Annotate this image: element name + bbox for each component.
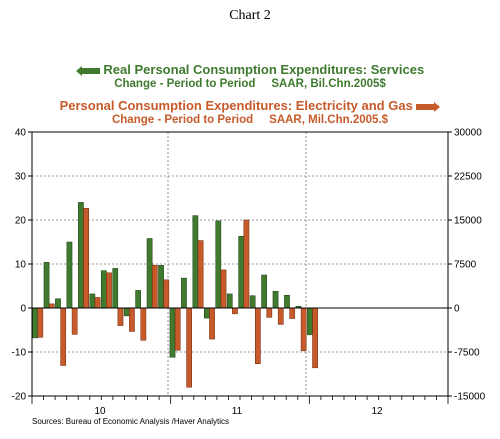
bar-electricity	[163, 279, 170, 309]
right-tick-label: -7500	[454, 348, 480, 359]
bar-services	[32, 307, 38, 339]
bar-electricity	[300, 307, 307, 352]
left-tick-label: -20	[12, 392, 27, 403]
bar-services	[169, 307, 176, 358]
bar-services	[55, 298, 61, 309]
bar-electricity	[243, 219, 250, 309]
right-tick-label: 0	[454, 304, 460, 315]
bar-electricity	[117, 307, 124, 326]
left-tick-label: 0	[20, 304, 26, 315]
bar-electricity	[151, 264, 158, 309]
bar-electricity	[83, 208, 89, 309]
left-arrow-icon	[75, 65, 100, 76]
source-note: Sources: Bureau of Economic Analysis /Ha…	[32, 417, 229, 426]
bar-services	[261, 274, 267, 309]
right-tick-label: 15000	[454, 216, 482, 227]
bar-electricity	[174, 307, 181, 351]
right-tick-label: 7500	[454, 260, 477, 271]
bar-electricity	[186, 307, 193, 388]
right-tick-label: 30000	[454, 128, 482, 139]
legend-services-label: Real Personal Consumption Expenditures: …	[103, 62, 425, 77]
bar-services	[135, 290, 142, 309]
bar-electricity	[255, 307, 261, 364]
right-tick-label: 22500	[454, 172, 482, 183]
bar-services	[146, 238, 153, 309]
bar-services	[100, 270, 107, 309]
bar-services	[78, 202, 84, 309]
bar-services	[284, 294, 290, 309]
bar-services	[181, 277, 187, 309]
bar-electricity	[220, 269, 227, 309]
bar-services	[66, 241, 73, 309]
bar-services	[192, 215, 199, 309]
bar-electricity	[289, 307, 296, 319]
left-tick-label: 20	[15, 216, 27, 227]
chart-title: Chart 2	[229, 8, 271, 23]
bar-services	[158, 265, 164, 309]
bar-electricity	[129, 307, 135, 332]
left-tick-label: 10	[15, 260, 27, 271]
x-tick-label: 11	[232, 406, 243, 417]
bar-services	[43, 261, 50, 309]
bar-electricity	[60, 307, 67, 366]
left-tick-label: -10	[12, 348, 27, 359]
bar-services	[112, 268, 119, 309]
bar-electricity	[94, 297, 101, 309]
x-tick-label: 10	[94, 406, 106, 417]
left-tick-label: 40	[15, 128, 27, 139]
bar-services	[123, 307, 130, 317]
bars-layer	[32, 202, 318, 388]
bar-services	[215, 220, 222, 309]
legend-services: Real Personal Consumption Expenditures: …	[0, 62, 500, 77]
x-tick-label: 12	[371, 406, 383, 417]
axis-layer: 40 30000 30 22500 20 15000 10 7500 0 0 -10 -7500 -20…	[12, 128, 486, 418]
bar-electricity	[266, 307, 273, 318]
bar-services	[249, 295, 256, 309]
legend-services-subtitle: Change - Period to Period SAAR, Bil.Chn.…	[114, 78, 386, 90]
bar-electricity	[197, 240, 204, 309]
legend-electricity-label: Personal Consumption Expenditures: Elect…	[59, 98, 413, 113]
bar-electricity	[71, 307, 78, 335]
legend-electricity: Personal Consumption Expenditures: Elect…	[0, 98, 500, 113]
bar-services	[204, 307, 210, 319]
bar-electricity	[140, 307, 147, 341]
bar-electricity	[312, 307, 318, 369]
bar-services	[272, 291, 279, 309]
bar-electricity	[277, 307, 284, 325]
bar-services	[238, 236, 245, 309]
bar-services	[307, 307, 313, 336]
bar-electricity	[232, 307, 238, 315]
legend-electricity-subtitle: Change - Period to Period SAAR, Mil.Chn.…	[111, 114, 389, 126]
left-tick-label: 30	[15, 172, 27, 183]
bar-services	[89, 293, 96, 309]
bar-electricity	[106, 272, 112, 309]
bar-electricity	[48, 303, 55, 309]
bar-electricity	[209, 307, 215, 340]
right-arrow-icon	[416, 101, 441, 112]
bar-electricity	[37, 307, 44, 338]
bar-services	[226, 293, 233, 309]
right-tick-label: -15000	[454, 392, 486, 403]
